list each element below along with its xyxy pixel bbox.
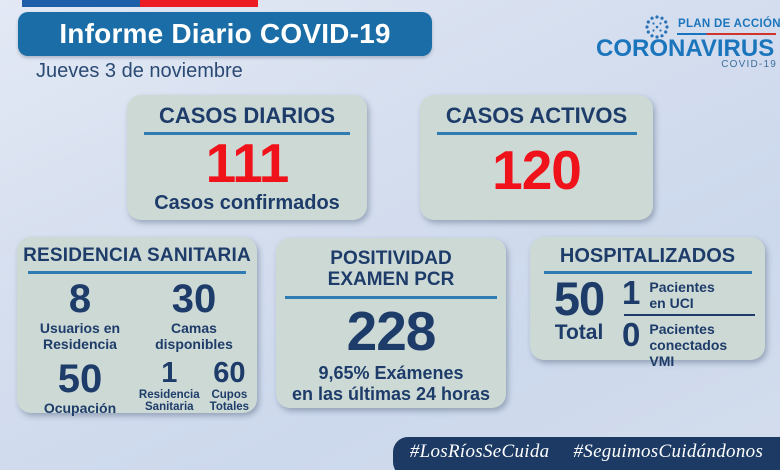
card-title: POSITIVIDAD EXAMEN PCR bbox=[327, 248, 455, 290]
residencia-stats-grid: 8 Usuarios en Residencia 30 Camas dispon… bbox=[23, 276, 251, 417]
card-casos-activos: CASOS ACTIVOS 120 bbox=[420, 95, 653, 220]
divider bbox=[624, 314, 755, 317]
stat-label: Pacientes conectados VMI bbox=[649, 321, 728, 370]
stat-cupos-totales: 60 Cupos Totales bbox=[209, 357, 250, 414]
title-underline bbox=[543, 271, 752, 274]
card-residencia-sanitaria: RESIDENCIA SANITARIA 8 Usuarios en Resid… bbox=[17, 237, 257, 417]
hospitalized-stats: 50 Total 1 Pacientes en UCI 0 Pacientes … bbox=[540, 272, 755, 370]
card-title: HOSPITALIZADOS bbox=[559, 245, 736, 267]
stat-patients-uci: 1 Pacientes en UCI bbox=[622, 274, 755, 312]
daily-cases-value: 111 bbox=[205, 132, 290, 195]
stat-label: Residencia Sanitaria bbox=[138, 388, 200, 414]
stat-value: 1 bbox=[161, 357, 178, 390]
stat-label: Usuarios en Residencia bbox=[39, 319, 121, 352]
hashtag-bar: #LosRíosSeCuida #SeguimosCuidándonos bbox=[393, 437, 780, 470]
pcr-tests-value: 228 bbox=[346, 299, 437, 362]
stat-value: 0 bbox=[622, 316, 641, 354]
card-hospitalizados: HOSPITALIZADOS 50 Total 1 Pacientes en U… bbox=[530, 237, 765, 369]
stat-ocupacion: 50 Ocupación bbox=[23, 357, 137, 417]
stat-value: 50 bbox=[57, 357, 103, 402]
title-underline bbox=[28, 270, 246, 274]
card-title: RESIDENCIA SANITARIA bbox=[23, 245, 251, 266]
stat-hospitalized-total: 50 Total bbox=[540, 272, 618, 345]
title-underline bbox=[285, 295, 497, 299]
hashtag-los-rios-se-cuida: #LosRíosSeCuida bbox=[409, 441, 550, 462]
flag-red-stripe bbox=[140, 0, 258, 7]
stat-value: 8 bbox=[68, 276, 92, 321]
stat-residencias: 1 Residencia Sanitaria bbox=[138, 357, 200, 414]
page-title: Informe Diario COVID-19 bbox=[18, 12, 432, 56]
stat-label: Cupos Totales bbox=[209, 388, 250, 414]
daily-cases-caption: Casos confirmados bbox=[154, 192, 340, 215]
stat-value: 60 bbox=[213, 357, 246, 390]
stat-value: 50 bbox=[553, 272, 605, 325]
stat-value: 1 bbox=[622, 274, 641, 311]
stat-label: Camas disponibles bbox=[155, 319, 233, 352]
stat-camas-disponibles: 30 Camas disponibles bbox=[137, 276, 251, 352]
card-casos-diarios: CASOS DIARIOS 111 Casos confirmados bbox=[127, 95, 367, 220]
active-cases-value: 120 bbox=[492, 139, 582, 202]
stat-label: Pacientes en UCI bbox=[649, 279, 715, 312]
card-title: CASOS ACTIVOS bbox=[445, 103, 628, 128]
virus-icon bbox=[645, 15, 669, 39]
stat-label: Total bbox=[554, 321, 604, 345]
stat-value: 30 bbox=[171, 276, 217, 321]
report-date: Jueves 3 de noviembre bbox=[36, 60, 243, 82]
stat-duo: 1 Residencia Sanitaria 60 Cupos Totales bbox=[137, 357, 251, 416]
title-underline bbox=[144, 132, 350, 136]
pcr-positivity-caption: 9,65% Exámenes en las últimas 24 horas bbox=[291, 362, 491, 405]
logo-brand-text: CORONAVIRUS bbox=[596, 35, 775, 62]
hashtag-seguimos-cuidandonos: #SeguimosCuidándonos bbox=[573, 441, 764, 462]
plan-de-accion-logo: PLAN DE ACCIÓN CORONAVIRUS COVID-19 bbox=[596, 9, 780, 71]
stat-label: Ocupación bbox=[43, 400, 117, 417]
logo-plan-underline bbox=[677, 33, 776, 35]
logo-sub-text: COVID-19 bbox=[721, 59, 777, 70]
logo-plan-text: PLAN DE ACCIÓN bbox=[678, 18, 780, 30]
title-underline bbox=[436, 132, 637, 136]
card-title: CASOS DIARIOS bbox=[158, 103, 336, 128]
stat-usuarios-en-residencia: 8 Usuarios en Residencia bbox=[23, 276, 137, 352]
stat-patients-vmi: 0 Pacientes conectados VMI bbox=[622, 316, 755, 370]
flag-blue-stripe bbox=[22, 0, 140, 7]
hospitalized-breakdown: 1 Pacientes en UCI 0 Pacientes conectado… bbox=[618, 274, 755, 370]
card-positividad-pcr: POSITIVIDAD EXAMEN PCR 228 9,65% Exámene… bbox=[276, 238, 506, 408]
